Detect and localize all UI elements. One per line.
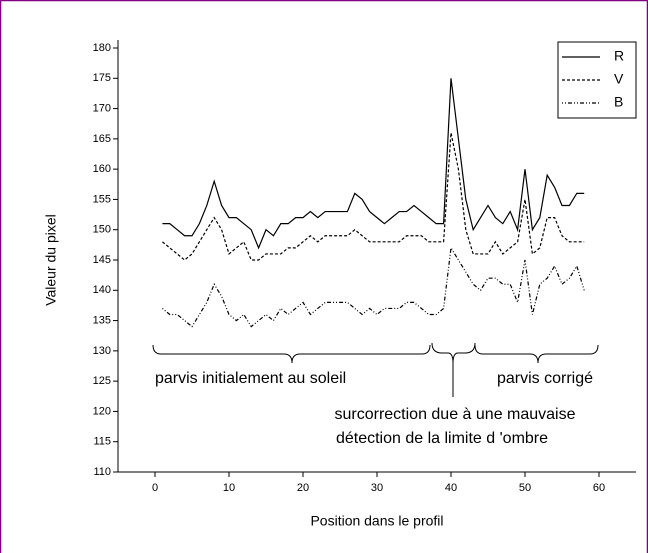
y-tick-label: 155 (93, 193, 111, 205)
legend-label: B (614, 94, 623, 110)
brace (431, 342, 476, 397)
line-series (162, 246, 585, 328)
y-tick-label: 115 (93, 436, 111, 448)
x-tick-label: 10 (223, 482, 235, 494)
x-tick-label: 0 (152, 482, 158, 494)
legend-label: R (614, 48, 624, 64)
x-tick-label: 20 (297, 482, 309, 494)
line-series (162, 78, 585, 250)
y-tick-label: 170 (93, 102, 111, 114)
x-tick-label: 30 (371, 482, 383, 494)
x-axis-title: Position dans le profil (310, 513, 443, 529)
y-tick-label: 120 (93, 405, 111, 417)
y-tick-label: 150 (93, 224, 111, 236)
y-tick-label: 165 (93, 133, 111, 145)
annotation: parvis corrigé (497, 370, 593, 387)
x-tick-label: 60 (593, 482, 605, 494)
y-axis-title: Valeur du pixel (43, 214, 59, 306)
y-tick-label: 175 (93, 72, 111, 84)
annotation: surcorrection due à une mauvaise (334, 406, 575, 423)
y-tick-label: 160 (93, 163, 111, 175)
brace (474, 344, 599, 364)
legend-label: V (614, 71, 624, 87)
y-tick-label: 130 (93, 345, 111, 357)
line-series (162, 132, 585, 261)
annotation: détection de la limite d 'ombre (336, 430, 548, 447)
y-tick-label: 135 (93, 314, 111, 326)
y-tick-label: 145 (93, 254, 111, 266)
x-tick-label: 40 (445, 482, 457, 494)
y-tick-label: 110 (93, 466, 111, 478)
y-tick-label: 180 (93, 42, 111, 54)
annotation: parvis initialement au soleil (155, 370, 346, 387)
y-tick-label: 125 (93, 375, 111, 387)
y-tick-label: 140 (93, 284, 111, 296)
x-tick-label: 50 (519, 482, 531, 494)
brace (152, 344, 431, 364)
